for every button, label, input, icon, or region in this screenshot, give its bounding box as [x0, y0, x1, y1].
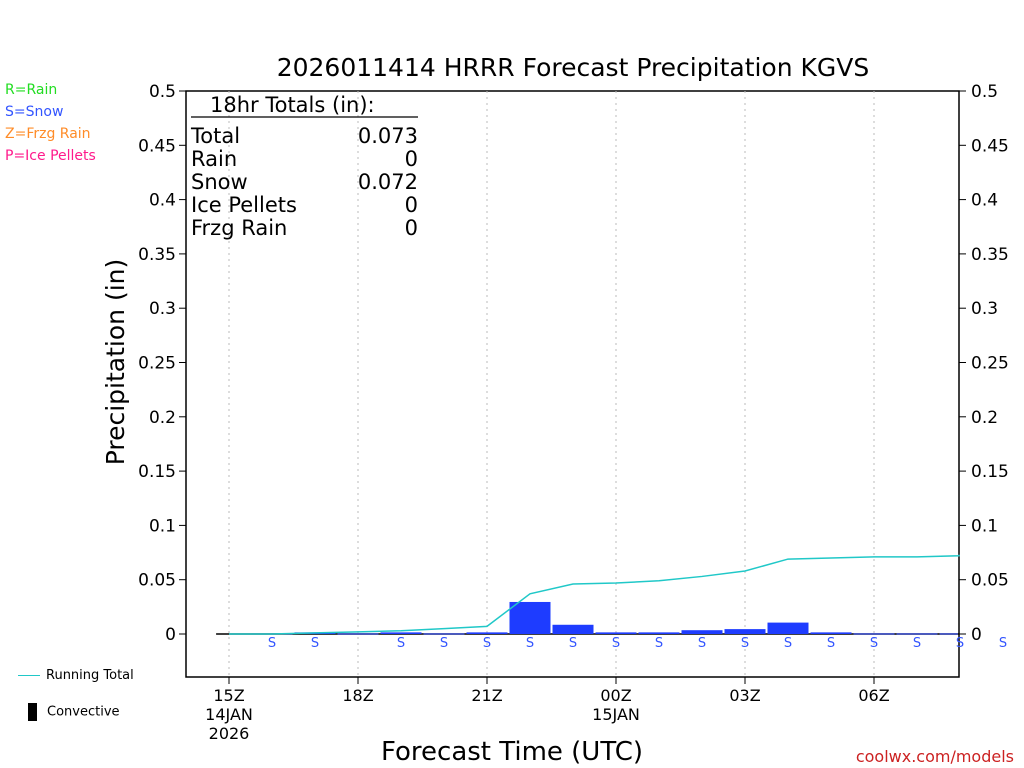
precip-bar — [681, 630, 723, 634]
y-tick-label-right: 0.2 — [971, 408, 998, 428]
y-tick-label-left: 0 — [165, 625, 176, 645]
precip-bar — [853, 633, 895, 635]
ptype-marker-snow: S — [526, 636, 534, 651]
running-total-label: Running Total — [46, 668, 134, 683]
precip-bar — [724, 629, 766, 634]
convective-legend: Convective — [28, 703, 120, 721]
totals-row-label: Ice Pellets — [191, 193, 297, 217]
y-tick-label-right: 0.45 — [971, 136, 1009, 156]
y-tick-label-left: 0.1 — [149, 516, 176, 536]
x-tick-date-label: 14JAN — [205, 705, 253, 724]
y-tick-label-right: 0.15 — [971, 462, 1009, 482]
y-tick-label-right: 0 — [971, 625, 982, 645]
convective-swatch — [28, 703, 37, 721]
y-tick-label-left: 0.3 — [149, 299, 176, 319]
ptype-marker-snow: S — [397, 636, 405, 651]
ptype-marker-snow: S — [698, 636, 706, 651]
y-tick-label-right: 0.05 — [971, 571, 1009, 591]
precip-bar — [337, 633, 379, 635]
ptype-marker-snow: S — [827, 636, 835, 651]
credit-link: coolwx.com/models — [856, 747, 1014, 766]
plot-frame — [185, 90, 960, 678]
y-tick-label-right: 0.1 — [971, 516, 998, 536]
running-total-swatch — [18, 675, 40, 676]
y-tick-label-right: 0.3 — [971, 299, 998, 319]
ptype-marker-snow: S — [612, 636, 620, 651]
y-tick-label-right: 0.4 — [971, 191, 998, 211]
ptype-marker-snow: S — [268, 636, 276, 651]
precip-bar — [552, 624, 594, 634]
y-tick-label-left: 0.2 — [149, 408, 176, 428]
y-tick-label-left: 0.45 — [138, 136, 176, 156]
totals-row-value: 0.073 — [358, 124, 418, 148]
y-tick-label-right: 0.5 — [971, 82, 998, 102]
totals-row-value: 0 — [405, 193, 418, 217]
ptype-marker-snow: S — [913, 636, 921, 651]
y-tick-label-right: 0.35 — [971, 245, 1009, 265]
precip-bar — [466, 632, 508, 634]
y-axis-label: Precipitation (in) — [101, 259, 130, 466]
precip-bar — [380, 632, 422, 634]
legend-frzg-rain: Z=Frzg Rain — [5, 126, 91, 142]
x-tick-label: 03Z — [729, 686, 760, 705]
x-tick-label: 21Z — [471, 686, 502, 705]
x-tick-label: 18Z — [342, 686, 373, 705]
y-tick-label-left: 0.25 — [138, 354, 176, 374]
y-tick-label-left: 0.4 — [149, 191, 176, 211]
legend-snow: S=Snow — [5, 104, 64, 120]
ptype-marker-snow: S — [870, 636, 878, 651]
precip-bar — [939, 633, 958, 635]
totals-row-label: Frzg Rain — [191, 216, 287, 240]
y-tick-label-left: 0.05 — [138, 571, 176, 591]
y-tick-label-left: 0.15 — [138, 462, 176, 482]
ptype-marker-snow: S — [741, 636, 749, 651]
x-axis-label: Forecast Time (UTC) — [381, 737, 643, 767]
totals-heading: 18hr Totals (in): — [210, 93, 375, 117]
ptype-marker-snow: S — [311, 636, 319, 651]
precip-bar — [810, 632, 852, 634]
x-tick-label: 06Z — [858, 686, 889, 705]
x-tick-label: 15Z — [213, 686, 244, 705]
convective-label: Convective — [47, 704, 120, 720]
running-total-legend: Running Total — [18, 668, 134, 683]
legend-rain: R=Rain — [5, 82, 58, 98]
x-tick-year-label: 2026 — [209, 724, 250, 743]
ptype-marker-snow: S — [440, 636, 448, 651]
y-tick-label-left: 0.35 — [138, 245, 176, 265]
precip-bar — [509, 601, 551, 634]
totals-row-label: Total — [190, 124, 240, 148]
ptype-marker-snow: S — [655, 636, 663, 651]
precip-bar — [423, 633, 465, 635]
precip-bar — [638, 632, 680, 634]
chart-title: 2026011414 HRRR Forecast Precipitation K… — [277, 53, 870, 82]
precip-bar — [595, 632, 637, 634]
running-total-line — [229, 554, 960, 635]
totals-row-value: 0.072 — [358, 170, 418, 194]
x-tick-date-label: 15JAN — [592, 705, 640, 724]
ptype-legend: R=Rain S=Snow Z=Frzg Rain P=Ice Pellets — [5, 79, 96, 167]
ptype-marker-snow: S — [784, 636, 792, 651]
y-tick-label-right: 0.25 — [971, 354, 1009, 374]
ptype-marker-snow: S — [569, 636, 577, 651]
x-tick-label: 00Z — [600, 686, 631, 705]
legend-ice-pellets: P=Ice Pellets — [5, 148, 96, 164]
precip-bar — [767, 622, 809, 634]
totals-row-value: 0 — [405, 147, 418, 171]
totals-row-label: Rain — [191, 147, 237, 171]
precip-bar — [896, 633, 938, 635]
totals-row-label: Snow — [191, 170, 248, 194]
totals-row-value: 0 — [405, 216, 418, 240]
ptype-marker-snow: S — [956, 636, 964, 651]
ptype-marker-snow: S — [999, 636, 1007, 651]
ptype-marker-snow: S — [483, 636, 491, 651]
y-tick-label-left: 0.5 — [149, 82, 176, 102]
